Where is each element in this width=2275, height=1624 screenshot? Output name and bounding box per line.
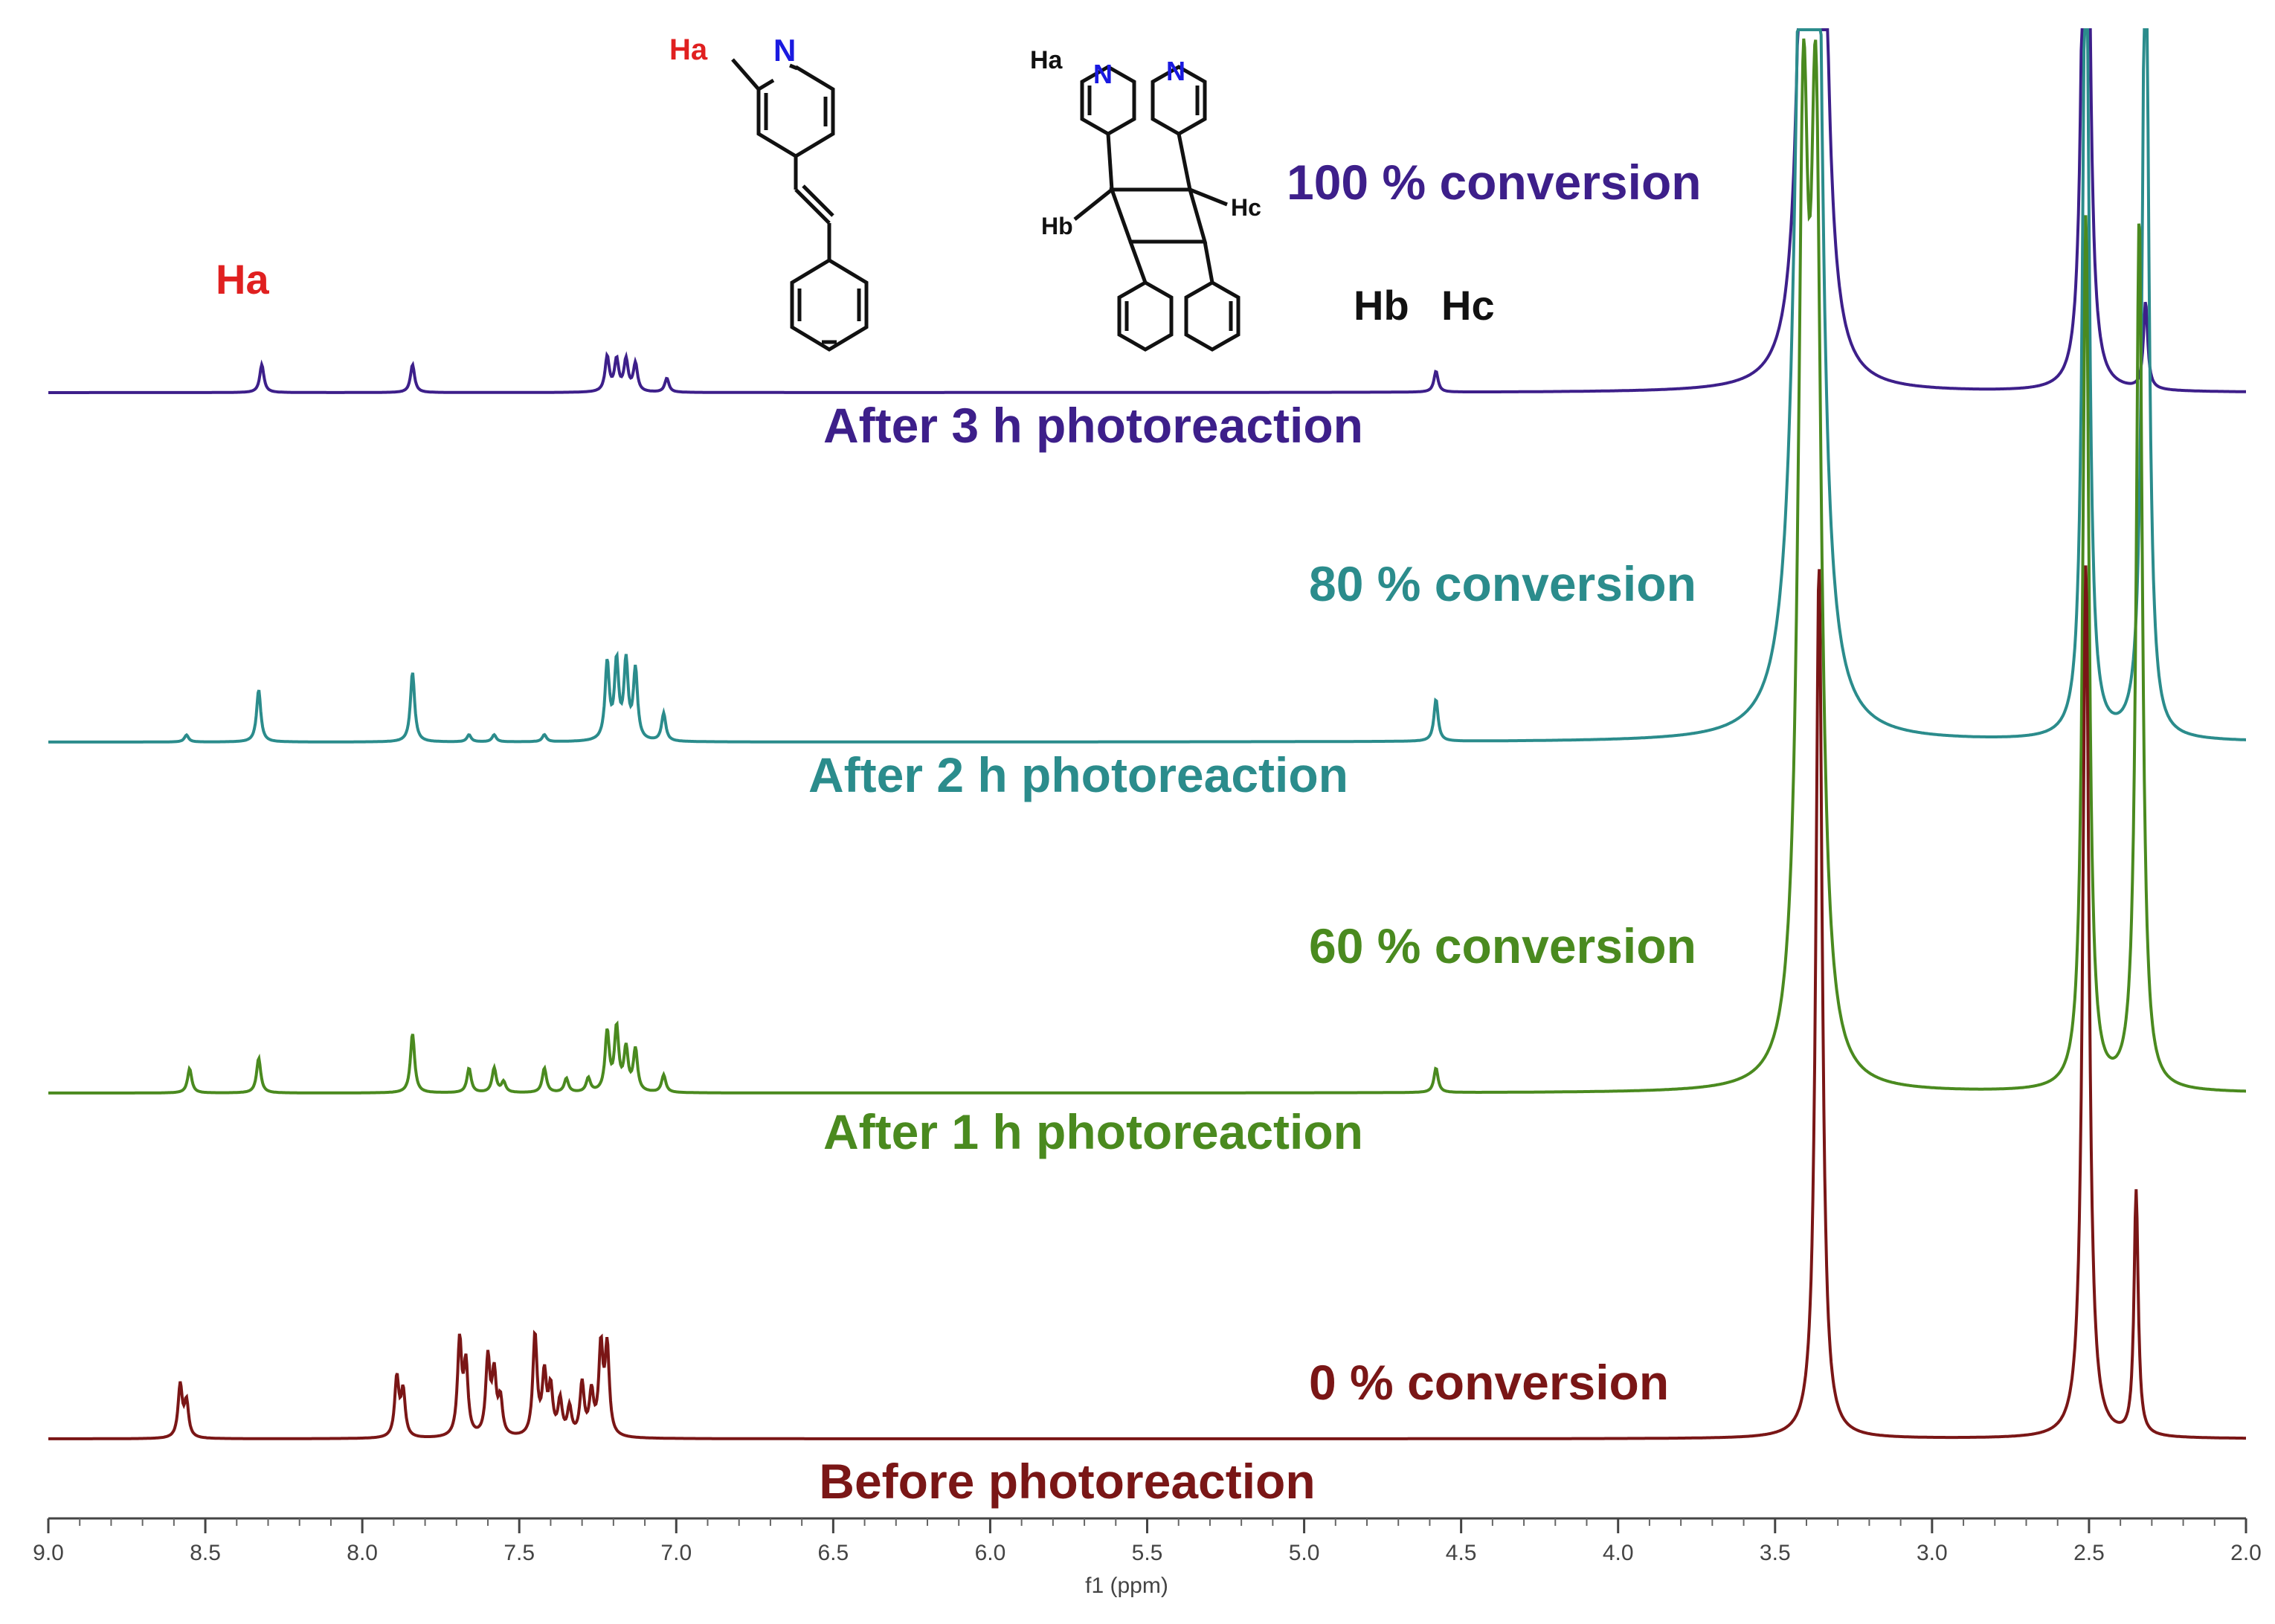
spectrum-trace-1h xyxy=(48,38,2246,1095)
x-tick-label: 4.0 xyxy=(1603,1541,1634,1565)
x-tick-label: 6.0 xyxy=(975,1541,1006,1565)
x-tick-label: 5.5 xyxy=(1132,1541,1163,1565)
x-tick-label: 7.5 xyxy=(503,1541,535,1565)
hc-peak-label: Hc xyxy=(1441,282,1495,329)
dimer-hb-label: Hb xyxy=(1041,213,1073,239)
x-tick-label: 7.0 xyxy=(660,1541,692,1565)
monomer-n-label: N xyxy=(773,33,796,68)
dimer-n1-label: N xyxy=(1093,59,1113,89)
dimer-n2-label: N xyxy=(1166,56,1185,86)
series-name-3h: After 3 h photoreaction xyxy=(823,398,1363,453)
x-tick-label: 3.0 xyxy=(1917,1541,1948,1565)
series-name-2h: After 2 h photoreaction xyxy=(808,747,1348,802)
monomer-ha-label: Ha xyxy=(669,33,708,66)
spectrum-trace-3h xyxy=(48,28,2246,394)
conversion-label-3h: 100 % conversion xyxy=(1287,155,1702,210)
conversion-label-2h: 80 % conversion xyxy=(1309,556,1696,611)
spectrum-trace-0h xyxy=(48,565,2246,1440)
hb-peak-label: Hb xyxy=(1354,282,1409,329)
x-tick-label: 3.5 xyxy=(1760,1541,1791,1565)
ha-peak-label: Ha xyxy=(216,256,269,303)
x-tick-label: 4.5 xyxy=(1446,1541,1477,1565)
series-name-1h: After 1 h photoreaction xyxy=(823,1104,1363,1159)
x-tick-label: 6.5 xyxy=(817,1541,849,1565)
x-tick-label: 2.0 xyxy=(2230,1541,2262,1565)
conversion-label-1h: 60 % conversion xyxy=(1309,918,1696,973)
series-name-0h: Before photoreaction xyxy=(819,1454,1315,1509)
x-axis-ticks: 9.0 8.5 8.0 7.5 7.0 6.5 6.0 5.5 5.0 4.5 4.0 3.5 3.0 2… xyxy=(33,1518,2262,1565)
x-axis-label: f1 (ppm) xyxy=(1085,1573,1168,1598)
x-tick-label: 8.5 xyxy=(190,1541,221,1565)
monomer-ha-bond xyxy=(731,58,760,91)
dimer-ha-label: Ha xyxy=(1030,46,1064,74)
x-tick-label: 5.0 xyxy=(1289,1541,1320,1565)
dimer-structure xyxy=(1073,65,1241,352)
x-tick-label: 2.5 xyxy=(2073,1541,2105,1565)
conversion-label-0h: 0 % conversion xyxy=(1309,1355,1669,1410)
monomer-structure xyxy=(756,63,869,352)
dimer-hc-label: Hc xyxy=(1231,194,1261,221)
x-tick-label: 9.0 xyxy=(33,1541,64,1565)
x-tick-label: 8.0 xyxy=(347,1541,378,1565)
spectrum-trace-2h xyxy=(48,28,2246,744)
